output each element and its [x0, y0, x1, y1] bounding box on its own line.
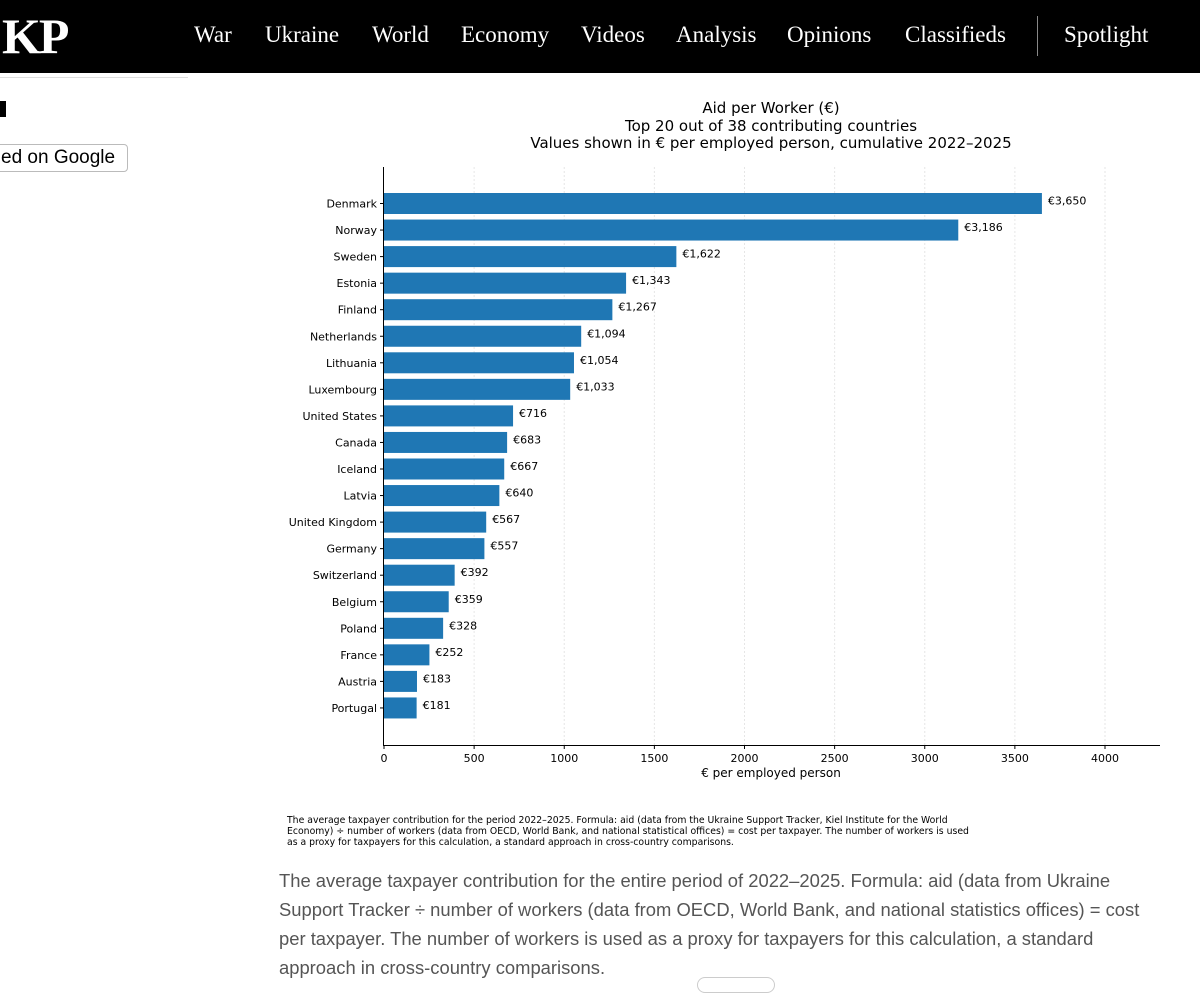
- bar-austria: [384, 670, 417, 692]
- value-label: €667: [510, 460, 538, 473]
- category-label: United Kingdom: [289, 516, 377, 529]
- category-label: Latvia: [344, 490, 378, 503]
- bottom-button[interactable]: [697, 977, 775, 993]
- bar-sweden: [384, 246, 677, 268]
- bar-norway: [384, 219, 959, 241]
- value-label: €183: [423, 672, 451, 685]
- category-label: Estonia: [337, 277, 378, 290]
- category-label: Canada: [335, 436, 377, 449]
- bar-lithuania: [384, 352, 574, 374]
- bar-luxembourg: [384, 378, 571, 400]
- nav-item-ukraine[interactable]: Ukraine: [265, 22, 340, 47]
- x-tick-label: 4000: [1091, 752, 1119, 765]
- chart-title-line-2: Top 20 out of 38 contributing countries: [624, 117, 917, 135]
- labels: 0 500 1000 1500 2000 2500 3000 3500 4000 Denmark €…: [289, 195, 1119, 766]
- nav-item-classifieds[interactable]: Classifieds: [905, 22, 1006, 47]
- x-tick-label: 2500: [821, 752, 849, 765]
- nav-item-spotlight[interactable]: Spotlight: [1064, 22, 1149, 47]
- value-label: €557: [490, 540, 518, 553]
- value-label: €1,094: [587, 327, 626, 340]
- bar-united-states: [384, 405, 514, 427]
- chart-title-line-3: Values shown in € per employed person, c…: [530, 134, 1011, 152]
- bars: [384, 193, 1042, 719]
- value-label: €1,343: [632, 274, 671, 287]
- x-tick-label: 0: [381, 752, 388, 765]
- bar-latvia: [384, 485, 500, 507]
- value-label: €640: [505, 487, 533, 500]
- category-label: Iceland: [337, 463, 377, 476]
- nav-item-economy[interactable]: Economy: [461, 22, 550, 47]
- value-label: €1,622: [682, 248, 721, 261]
- x-tick-label: 1000: [550, 752, 578, 765]
- value-label: €392: [461, 566, 489, 579]
- value-label: €328: [449, 619, 477, 632]
- google-follow-button[interactable]: ed on Google: [0, 144, 129, 172]
- article-caption: The average taxpayer contribution for th…: [279, 870, 1140, 978]
- bar-france: [384, 644, 430, 666]
- bar-united-kingdom: [384, 511, 487, 533]
- chart-title-line-1: Aid per Worker (€): [702, 99, 839, 117]
- nav-item-war[interactable]: War: [194, 22, 232, 47]
- x-tick-label: 1500: [640, 752, 668, 765]
- value-label: €1,267: [618, 301, 657, 314]
- nav-item-analysis[interactable]: Analysis: [676, 22, 757, 47]
- category-label: Austria: [338, 675, 377, 688]
- category-label: Belgium: [332, 596, 377, 609]
- bar-poland: [384, 617, 444, 639]
- bar-netherlands: [384, 325, 582, 347]
- figure-note: The average taxpayer contribution for th…: [287, 815, 969, 848]
- category-label: Denmark: [326, 198, 377, 211]
- x-tick-label: 3500: [1001, 752, 1029, 765]
- x-tick-label: 2000: [731, 752, 759, 765]
- value-label: €3,186: [964, 221, 1003, 234]
- category-label: Netherlands: [310, 330, 377, 343]
- value-label: €181: [423, 699, 451, 712]
- value-label: €567: [492, 513, 520, 526]
- category-label: Switzerland: [313, 569, 377, 582]
- value-label: €683: [513, 433, 541, 446]
- nav-divider: [1037, 16, 1038, 56]
- top-nav-bar: KP War Ukraine World Economy Videos Anal…: [0, 0, 1200, 73]
- bar-finland: [384, 299, 613, 321]
- nav-item-world[interactable]: World: [372, 22, 429, 47]
- social-icon[interactable]: [0, 101, 6, 117]
- x-tick-label: 3000: [911, 752, 939, 765]
- value-label: €1,054: [580, 354, 619, 367]
- bar-portugal: [384, 697, 417, 719]
- site-logo[interactable]: KP: [2, 8, 69, 64]
- category-label: Germany: [326, 543, 377, 556]
- bar-canada: [384, 431, 508, 453]
- x-tick-label: 500: [464, 752, 485, 765]
- category-label: United States: [303, 410, 378, 423]
- x-axis-label: € per employed person: [701, 766, 841, 780]
- value-label: €359: [455, 593, 483, 606]
- value-label: €1,033: [576, 380, 615, 393]
- category-label: Norway: [335, 224, 377, 237]
- category-label: Sweden: [334, 251, 377, 264]
- nav-item-videos[interactable]: Videos: [581, 22, 645, 47]
- category-label: Luxembourg: [308, 383, 377, 396]
- category-label: Finland: [338, 304, 377, 317]
- value-label: €3,650: [1048, 195, 1087, 208]
- nav-item-opinions[interactable]: Opinions: [787, 22, 872, 47]
- category-label: Portugal: [331, 702, 377, 715]
- category-label: Lithuania: [326, 357, 377, 370]
- value-label: €252: [435, 646, 463, 659]
- bar-switzerland: [384, 564, 455, 586]
- category-label: France: [340, 649, 377, 662]
- bar-denmark: [384, 193, 1042, 214]
- category-label: Poland: [340, 622, 377, 635]
- bar-germany: [384, 538, 485, 560]
- value-label: €716: [519, 407, 547, 420]
- bar-belgium: [384, 591, 449, 613]
- sidebar-divider: [0, 77, 188, 78]
- bar-estonia: [384, 272, 627, 294]
- bar-iceland: [384, 458, 505, 480]
